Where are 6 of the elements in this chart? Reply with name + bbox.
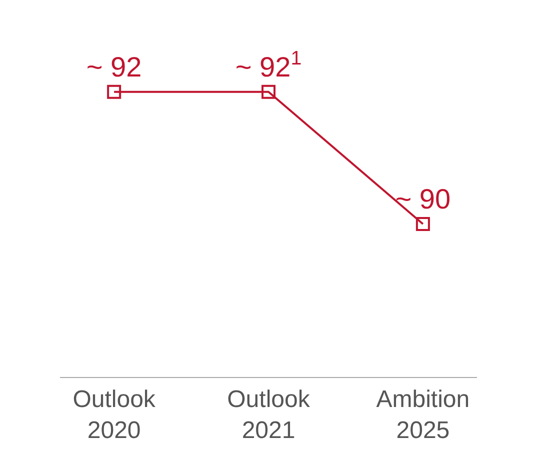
- x-tick-label: Outlook 2020: [72, 386, 156, 444]
- data-label: ~ 92$^{1}$: [235, 48, 302, 82]
- x-tick-label: Outlook 2021: [227, 386, 311, 444]
- data-label: ~ 92: [86, 51, 142, 82]
- x-tick-label: Ambition 2025: [376, 386, 470, 444]
- data-label: ~ 90: [395, 183, 451, 214]
